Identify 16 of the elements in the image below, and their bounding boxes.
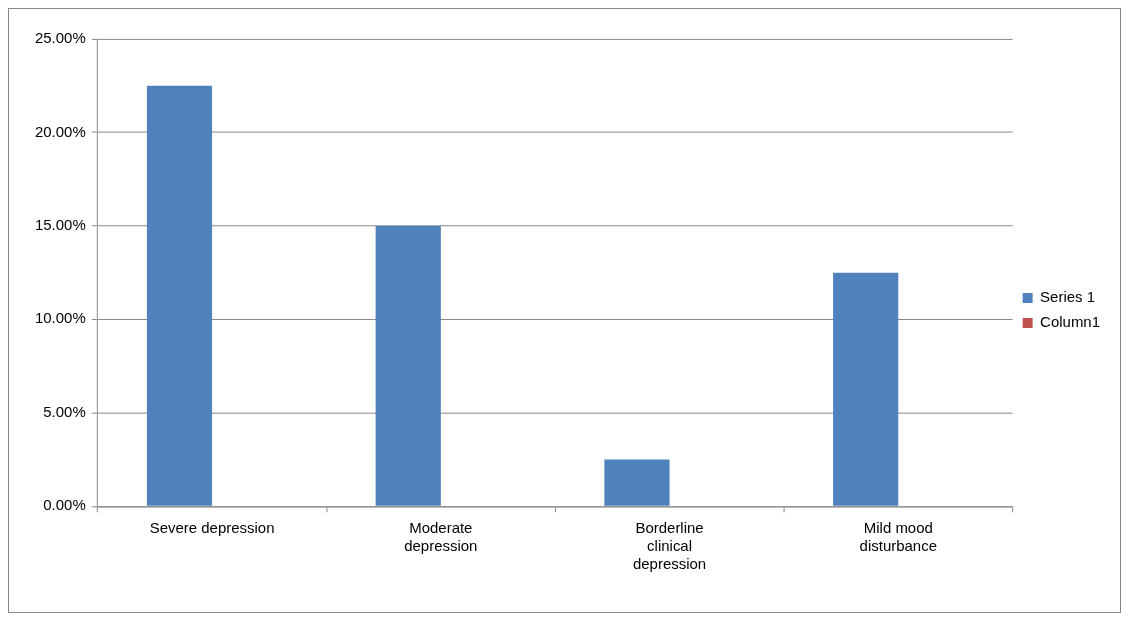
y-tick-label: 0.00%: [43, 496, 86, 514]
bar: [375, 225, 441, 506]
x-tick-label: Moderate depression: [404, 519, 478, 555]
y-tick-label: 10.00%: [34, 309, 86, 327]
x-tick-label: Severe depression: [149, 519, 275, 537]
x-tick-label: Borderline clinical depression: [632, 519, 707, 573]
legend-label: Column1: [1040, 313, 1100, 331]
y-tick-label: 15.00%: [34, 216, 86, 234]
legend-label: Series 1: [1040, 288, 1096, 306]
y-tick-label: 25.00%: [34, 29, 86, 47]
bar: [146, 85, 213, 506]
y-tick-label: 5.00%: [43, 403, 86, 420]
y-tick-label: 20.00%: [34, 122, 86, 140]
bar: [604, 459, 670, 506]
x-tick-label: Mild mood disturbance: [859, 519, 937, 555]
bar: [833, 272, 899, 506]
